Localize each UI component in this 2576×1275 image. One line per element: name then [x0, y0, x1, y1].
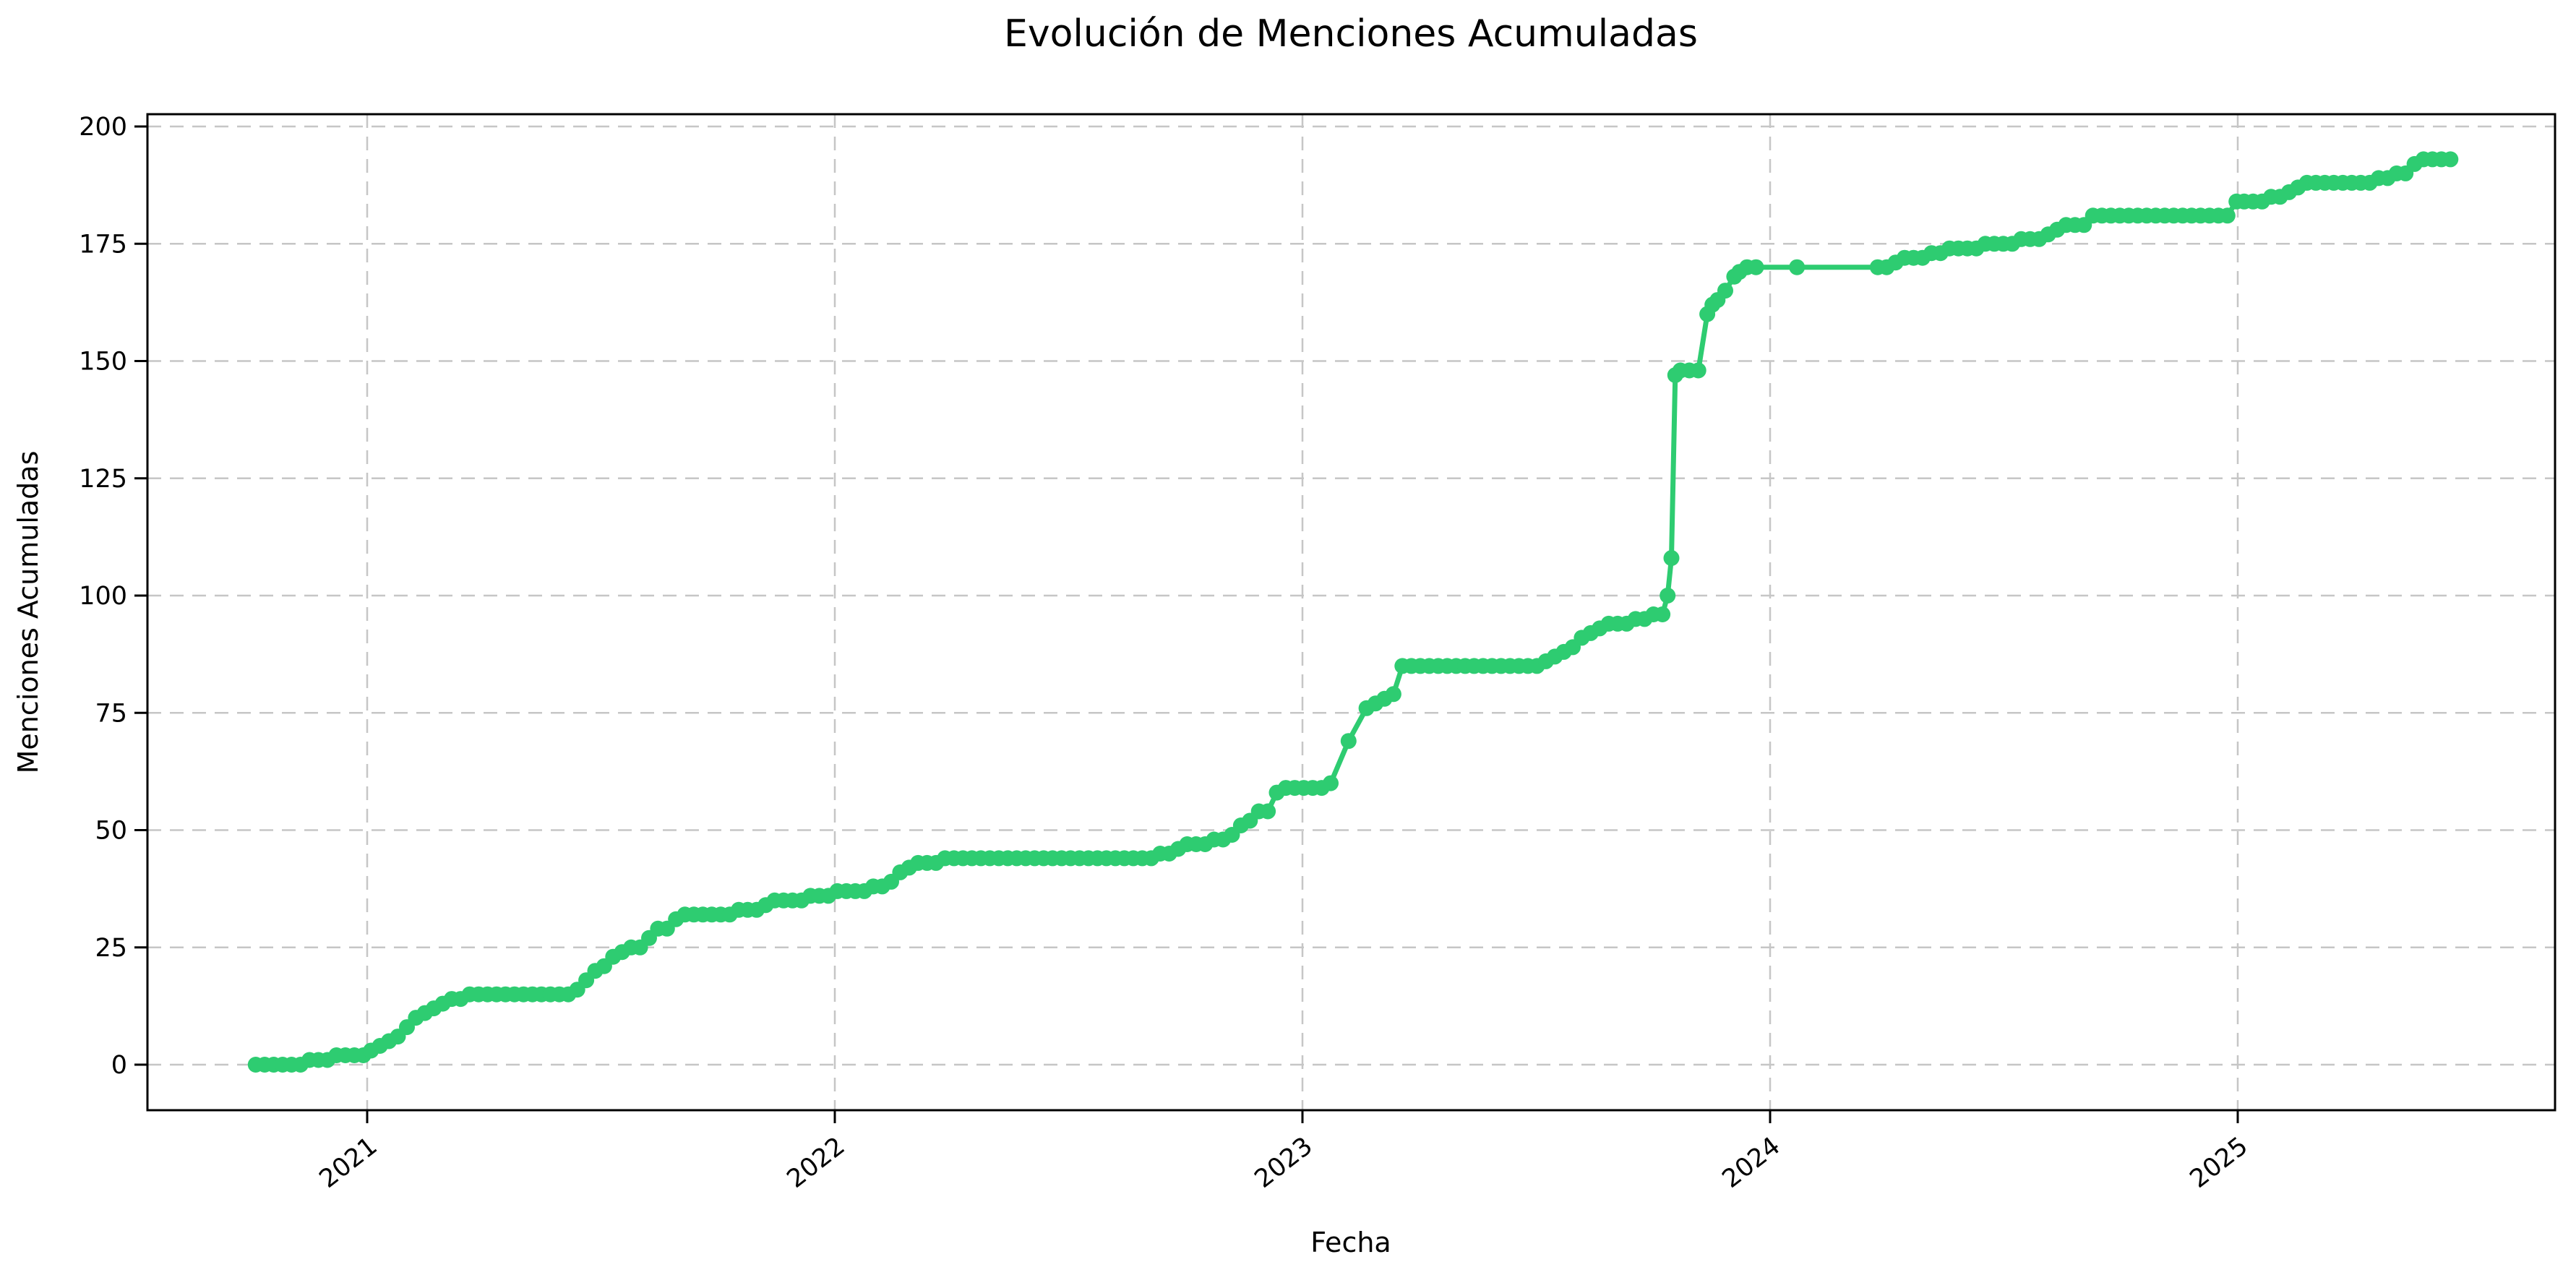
data-point — [1789, 259, 1806, 275]
data-point — [1340, 733, 1357, 750]
data-point — [1748, 259, 1764, 275]
series-line — [253, 156, 2453, 1068]
data-point — [1717, 283, 1733, 299]
data-point — [1660, 588, 1676, 604]
grid-layer — [147, 114, 2555, 1110]
x-tick-label: 2022 — [782, 1132, 851, 1194]
x-tick-label: 2024 — [1717, 1132, 1786, 1194]
x-axis-label: Fecha — [1310, 1227, 1391, 1258]
y-tick-label: 50 — [95, 817, 127, 846]
data-point — [1385, 686, 1401, 703]
data-point — [2219, 207, 2236, 224]
x-tick-label: 2023 — [1250, 1132, 1318, 1194]
plot-border — [146, 113, 2556, 1112]
y-tick-label: 0 — [111, 1051, 127, 1080]
data-point — [1654, 606, 1671, 622]
data-point — [2442, 151, 2459, 168]
data-point — [1260, 803, 1276, 820]
y-tick-label: 75 — [95, 699, 127, 728]
y-tick-label: 100 — [79, 582, 127, 611]
y-tick-label: 175 — [79, 230, 127, 259]
data-point — [1690, 362, 1706, 379]
series-layer — [253, 156, 2453, 1068]
marker-layer — [247, 151, 2459, 1073]
y-tick-label: 125 — [79, 465, 127, 494]
chart-title: Evolución de Menciones Acumuladas — [1004, 12, 1698, 56]
y-tick-label: 200 — [79, 113, 127, 142]
data-point — [1323, 775, 1339, 791]
y-tick-label: 150 — [79, 348, 127, 377]
y-axis-label: Menciones Acumuladas — [12, 451, 44, 774]
x-tick-label: 2025 — [2185, 1132, 2254, 1194]
data-point — [1663, 550, 1680, 567]
x-tick-label: 2021 — [314, 1132, 383, 1194]
y-tick-label: 25 — [95, 934, 127, 963]
